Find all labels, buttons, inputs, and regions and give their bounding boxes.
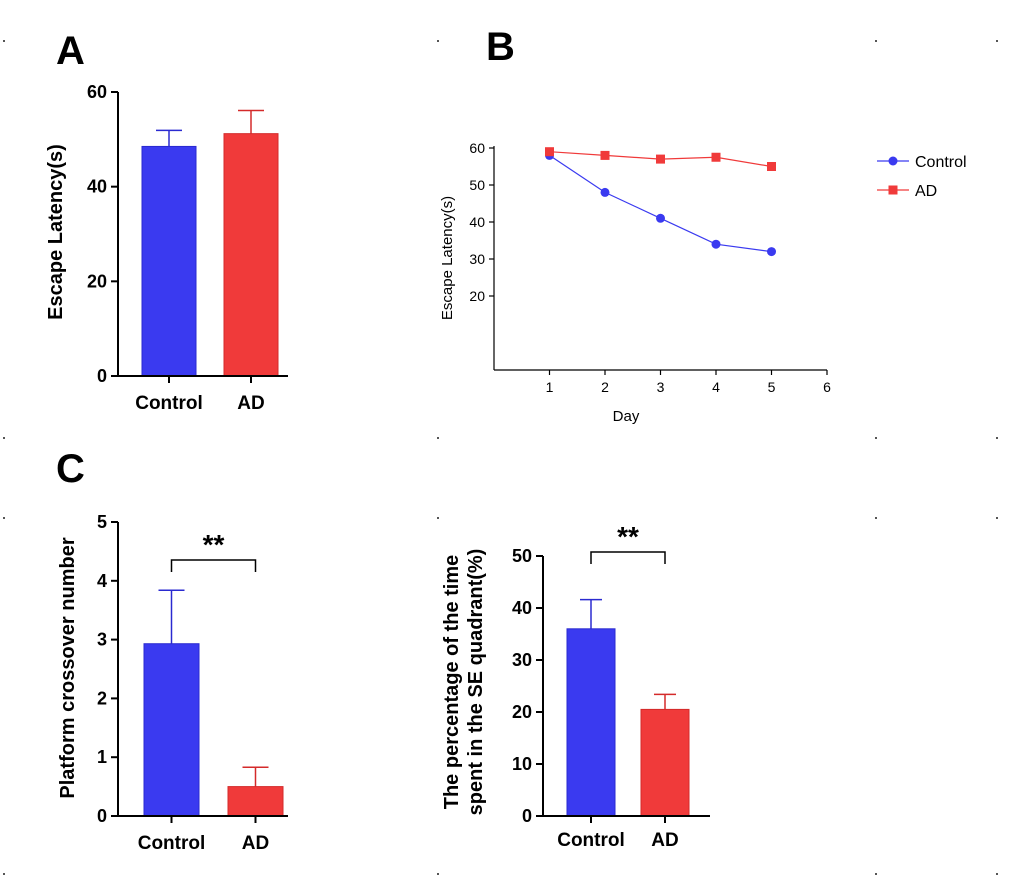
chart-c-significance-label: ** xyxy=(203,529,225,560)
chart-b-x-tick-label: 1 xyxy=(546,379,554,395)
chart-b-line-control xyxy=(549,154,772,253)
chart-d-significance-bracket xyxy=(590,551,666,564)
chart-b-point-ad xyxy=(545,147,554,157)
chart-b-point-ad xyxy=(656,154,665,164)
chart-c-bar-ad xyxy=(227,786,284,817)
chart-c-y-tick-label: 4 xyxy=(97,571,107,591)
chart-b-x-axis-label: Day xyxy=(613,408,640,425)
chart-b-legend-label-control: Control xyxy=(915,154,967,171)
chart-d-y-tick-label: 20 xyxy=(512,702,532,722)
chart-b-point-ad xyxy=(767,162,776,171)
chart-a-y-tick-label: 0 xyxy=(97,366,107,386)
chart-c-category-label: AD xyxy=(242,833,269,854)
chart-d-category-label: AD xyxy=(651,830,678,851)
chart-d-y-tick-label: 50 xyxy=(512,546,532,566)
chart-b-y-tick-label: 20 xyxy=(469,288,485,304)
chart-b-point-ad xyxy=(600,150,610,160)
chart-a-category-label: Control xyxy=(135,393,203,414)
chart-a-y-tick-label: 40 xyxy=(87,177,107,197)
chart-a-category-label: AD xyxy=(237,393,264,414)
chart-d-significance-label: ** xyxy=(617,521,639,552)
chart-c-bar-control xyxy=(143,643,200,817)
chart-b-x-tick-label: 4 xyxy=(712,379,720,395)
chart-a-escape-latency-bars: Escape Latency(s) Control AD 0 20 40 60 xyxy=(45,82,288,414)
chart-b-y-tick-label: 50 xyxy=(469,177,485,193)
chart-d-bar-ad xyxy=(640,708,690,817)
chart-b-y-axis-label: Escape Latency(s) xyxy=(439,196,456,320)
chart-c-significance-bracket xyxy=(170,559,257,572)
chart-a-y-tick-label: 20 xyxy=(87,271,107,291)
panel-label-b: B xyxy=(486,25,515,69)
chart-a-bar-control xyxy=(141,145,197,377)
chart-c-y-tick-label: 0 xyxy=(97,806,107,826)
chart-b-legend-marker-ad xyxy=(888,185,898,195)
chart-b-escape-latency-lines: Escape Latency(s) Day 20 30 40 50 60 1 2 3 4 5 6 Co… xyxy=(439,140,967,425)
chart-b-point-control xyxy=(656,213,665,223)
chart-d-y-tick-label: 10 xyxy=(512,754,532,774)
chart-a-bar-ad xyxy=(223,133,279,377)
chart-b-x-tick-label: 5 xyxy=(768,379,776,395)
chart-a-y-axis-label: Escape Latency(s) xyxy=(45,144,67,320)
chart-c-y-tick-label: 5 xyxy=(97,512,107,532)
chart-c-y-axis-label: Platform crossover number xyxy=(57,537,79,798)
chart-b-x-tick-label: 2 xyxy=(601,379,609,395)
chart-a-y-tick-label: 60 xyxy=(87,82,107,102)
chart-b-y-tick-label: 30 xyxy=(469,251,485,267)
chart-b-point-control xyxy=(600,187,610,197)
chart-d-bar-control xyxy=(566,628,616,817)
chart-c-y-tick-label: 2 xyxy=(97,688,107,708)
chart-c-y-tick-label: 1 xyxy=(97,747,107,767)
chart-d-y-tick-label: 30 xyxy=(512,650,532,670)
panel-label-c: C xyxy=(56,447,85,491)
chart-c-y-tick-label: 3 xyxy=(97,630,107,650)
chart-d-y-axis-label-line-2: spent in the SE quadrant(%) xyxy=(465,549,487,816)
chart-b-point-control xyxy=(767,247,776,257)
chart-b-x-tick-label: 6 xyxy=(823,379,831,395)
chart-b-y-tick-label: 60 xyxy=(469,140,485,156)
chart-d-y-tick-label: 40 xyxy=(512,598,532,618)
chart-d-category-label: Control xyxy=(557,830,625,851)
chart-d-se-quadrant-time-bars: The percentage of the time spent in the … xyxy=(441,521,710,851)
chart-c-platform-crossover-bars: Platform crossover number Control AD 0 1 2 3 4… xyxy=(57,512,288,854)
chart-c-category-label: Control xyxy=(138,833,206,854)
chart-d-y-axis-label-line-1: The percentage of the time xyxy=(441,555,463,810)
chart-b-legend-marker-control xyxy=(888,156,898,166)
chart-b-point-control xyxy=(711,239,721,249)
chart-b-legend-label-ad: AD xyxy=(915,183,937,200)
speckle-marks xyxy=(3,40,998,875)
chart-b-y-tick-label: 40 xyxy=(469,214,485,230)
chart-b-point-ad xyxy=(711,152,721,162)
chart-d-y-tick-label: 0 xyxy=(522,806,532,826)
chart-b-x-tick-label: 3 xyxy=(657,379,665,395)
panel-label-a: A xyxy=(56,29,85,73)
